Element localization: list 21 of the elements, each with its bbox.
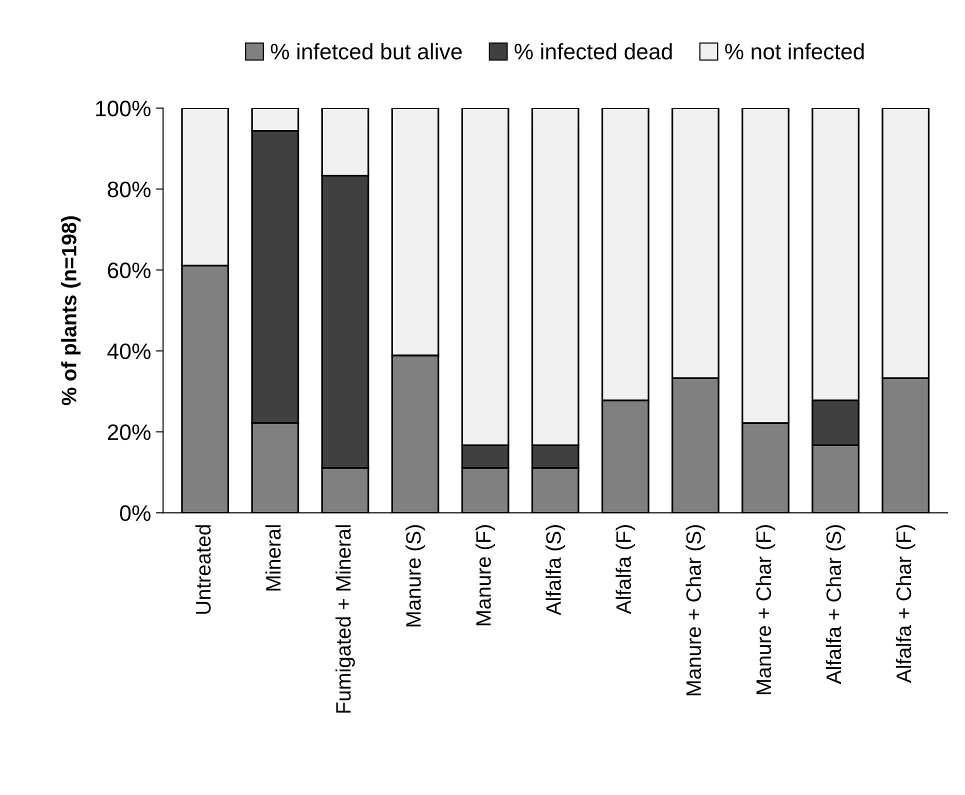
x-tick-label: Fumigated + Mineral <box>336 525 355 713</box>
y-tick-label: 0% <box>120 505 150 522</box>
legend-label: % infetced but alive <box>270 43 462 60</box>
y-tick-label: 60% <box>108 262 150 278</box>
x-tick-label: Alfalfa (F) <box>616 525 636 614</box>
x-tick-label: Untreated <box>195 525 211 614</box>
y-tick-label: 40% <box>107 343 150 360</box>
legend-label: % infected dead <box>514 43 672 60</box>
x-tick-label: Mineral <box>265 525 281 590</box>
y-tick-label: 20% <box>108 424 150 440</box>
x-tick-label: Alfalfa + Char (F) <box>896 525 916 684</box>
x-tick-label: Manure + Char (F) <box>756 525 776 694</box>
x-tick-label: Manure (S) <box>406 525 425 626</box>
x-tick-label: Alfalfa + Char (S) <box>826 525 846 684</box>
y-axis-title: % of plants (n=198) <box>61 216 81 406</box>
y-tick-label: 100% <box>96 100 150 116</box>
legend-label: % not infected <box>725 43 864 60</box>
x-tick-label: Manure (F) <box>476 525 496 626</box>
x-tick-label: Manure + Char (S) <box>686 525 706 696</box>
y-tick-label: 80% <box>108 182 150 198</box>
x-tick-label: Alfalfa (S) <box>546 525 566 616</box>
